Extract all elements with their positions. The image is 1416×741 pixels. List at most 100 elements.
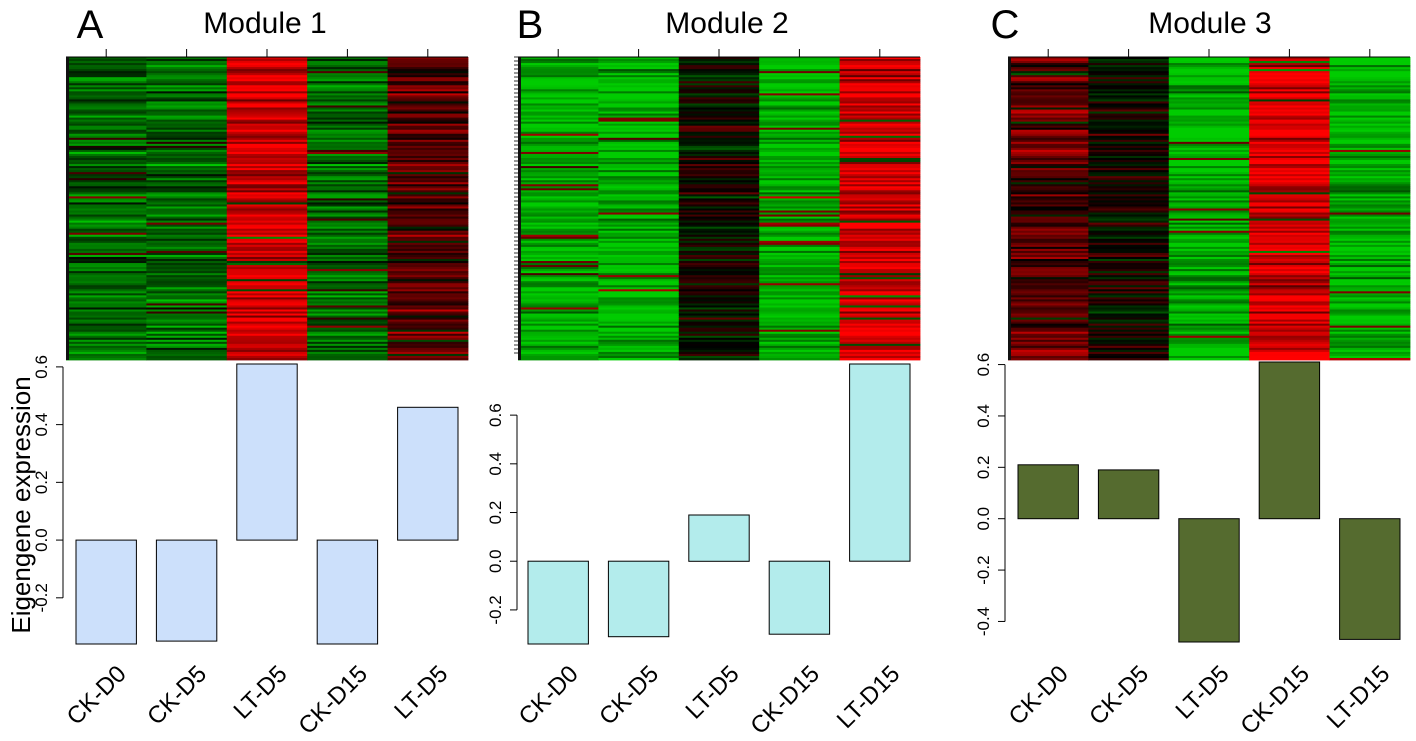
heatmap-cell [1008, 301, 1089, 304]
heatmap-cell [518, 250, 599, 254]
heatmap-cell [66, 299, 147, 302]
heatmap-cell [226, 293, 308, 296]
heatmap-cell [759, 291, 840, 294]
heatmap-cell [678, 289, 760, 292]
heatmap-cell [146, 224, 228, 228]
heatmap-cell [839, 160, 921, 163]
heatmap-cell [387, 69, 469, 72]
heatmap-cell [226, 87, 308, 90]
heatmap-cell [387, 95, 469, 98]
heatmap-cell [387, 293, 469, 296]
heatmap-cell [518, 145, 599, 149]
heatmap-cell [146, 287, 228, 290]
heatmap-cell [1008, 319, 1089, 323]
heatmap-cell [146, 95, 228, 98]
heatmap-cell [839, 347, 921, 351]
heatmap-cell [1168, 176, 1250, 179]
heatmap-cell [1249, 232, 1330, 236]
heatmap-cell [1088, 105, 1170, 108]
heatmap-cell [1008, 65, 1089, 68]
heatmap-cell [1249, 129, 1330, 133]
heatmap-cell [1168, 214, 1250, 217]
heatmap-cell [678, 93, 760, 96]
heatmap-cell [1249, 228, 1330, 232]
heatmap-cell [518, 210, 599, 213]
heatmap-cell [839, 79, 921, 82]
heatmap-cell [146, 133, 228, 137]
heatmap-cell [1168, 287, 1250, 290]
heatmap-cell [839, 252, 921, 256]
heatmap-cell [678, 97, 760, 100]
heatmap-cell [226, 113, 308, 116]
heatmap-cell [1329, 281, 1411, 284]
heatmap-cell [1329, 297, 1411, 300]
heatmap-cell [146, 222, 228, 226]
heatmap-cell [1008, 153, 1089, 157]
heatmap-cell [839, 115, 921, 118]
heatmap-cell [1168, 81, 1250, 84]
heatmap-cell [387, 321, 469, 325]
heatmap-cell [1088, 190, 1170, 193]
heatmap-cell [1329, 63, 1411, 66]
heatmap-cell [518, 75, 599, 78]
heatmap-cell [307, 119, 388, 123]
heatmap-cell [307, 103, 388, 106]
heatmap-cell [1329, 186, 1411, 189]
heatmap-cell [518, 343, 599, 347]
heatmap-cell [387, 63, 469, 66]
heatmap-cell [146, 267, 228, 270]
heatmap-cell [226, 190, 308, 193]
heatmap-cell [1008, 267, 1089, 270]
heatmap-cell [1329, 97, 1411, 100]
heatmap-cell [598, 129, 680, 133]
heatmap-cell [226, 256, 308, 260]
heatmap-cell [66, 210, 147, 213]
heatmap-cell [1168, 331, 1250, 335]
heatmap-cell [66, 339, 147, 343]
heatmap-cell [66, 307, 147, 310]
heatmap-cell [1168, 303, 1250, 306]
heatmap-cell [226, 61, 308, 64]
heatmap-cell [226, 143, 308, 147]
bar [607, 560, 670, 638]
heatmap-cell [678, 212, 760, 215]
heatmap-cell [1249, 331, 1330, 335]
heatmap-cell [387, 250, 469, 254]
heatmap-cell [839, 293, 921, 296]
heatmap-cell [1249, 143, 1330, 147]
heatmap-cell [598, 202, 680, 205]
heatmap-cell [678, 252, 760, 256]
heatmap-cell [307, 351, 388, 355]
heatmap-cell [1168, 153, 1250, 157]
heatmap-cell [759, 143, 840, 147]
heatmap-cell [1329, 230, 1411, 234]
heatmap-cell [66, 353, 147, 357]
heatmap-cell [518, 279, 599, 282]
heatmap-cell [226, 224, 308, 228]
heatmap-cell [1168, 355, 1250, 359]
heatmap-cell [759, 224, 840, 228]
heatmap-cell [598, 107, 680, 110]
heatmap-cell [839, 224, 921, 228]
heatmap-cell [387, 303, 469, 306]
heatmap-cell [1088, 261, 1170, 264]
heatmap-cell [1329, 212, 1411, 215]
heatmap-cell [307, 147, 388, 151]
heatmap-cell [146, 331, 228, 335]
heatmap-cell [1088, 149, 1170, 153]
heatmap-cell [66, 194, 147, 197]
heatmap-cell [307, 226, 388, 230]
heatmap-cell [839, 107, 921, 110]
bar [155, 539, 218, 642]
heatmap-cell [839, 305, 921, 308]
heatmap-cell [678, 269, 760, 272]
heatmap-cell [598, 333, 680, 337]
heatmap-cell [759, 317, 840, 320]
heatmap-cell [678, 107, 760, 110]
heatmap-cell [307, 162, 388, 165]
heatmap-cell [518, 299, 599, 302]
heatmap-cell [1008, 295, 1089, 298]
heatmap-cell [387, 317, 469, 320]
heatmap-cell [1249, 198, 1330, 201]
heatmap-cell [1008, 71, 1089, 74]
